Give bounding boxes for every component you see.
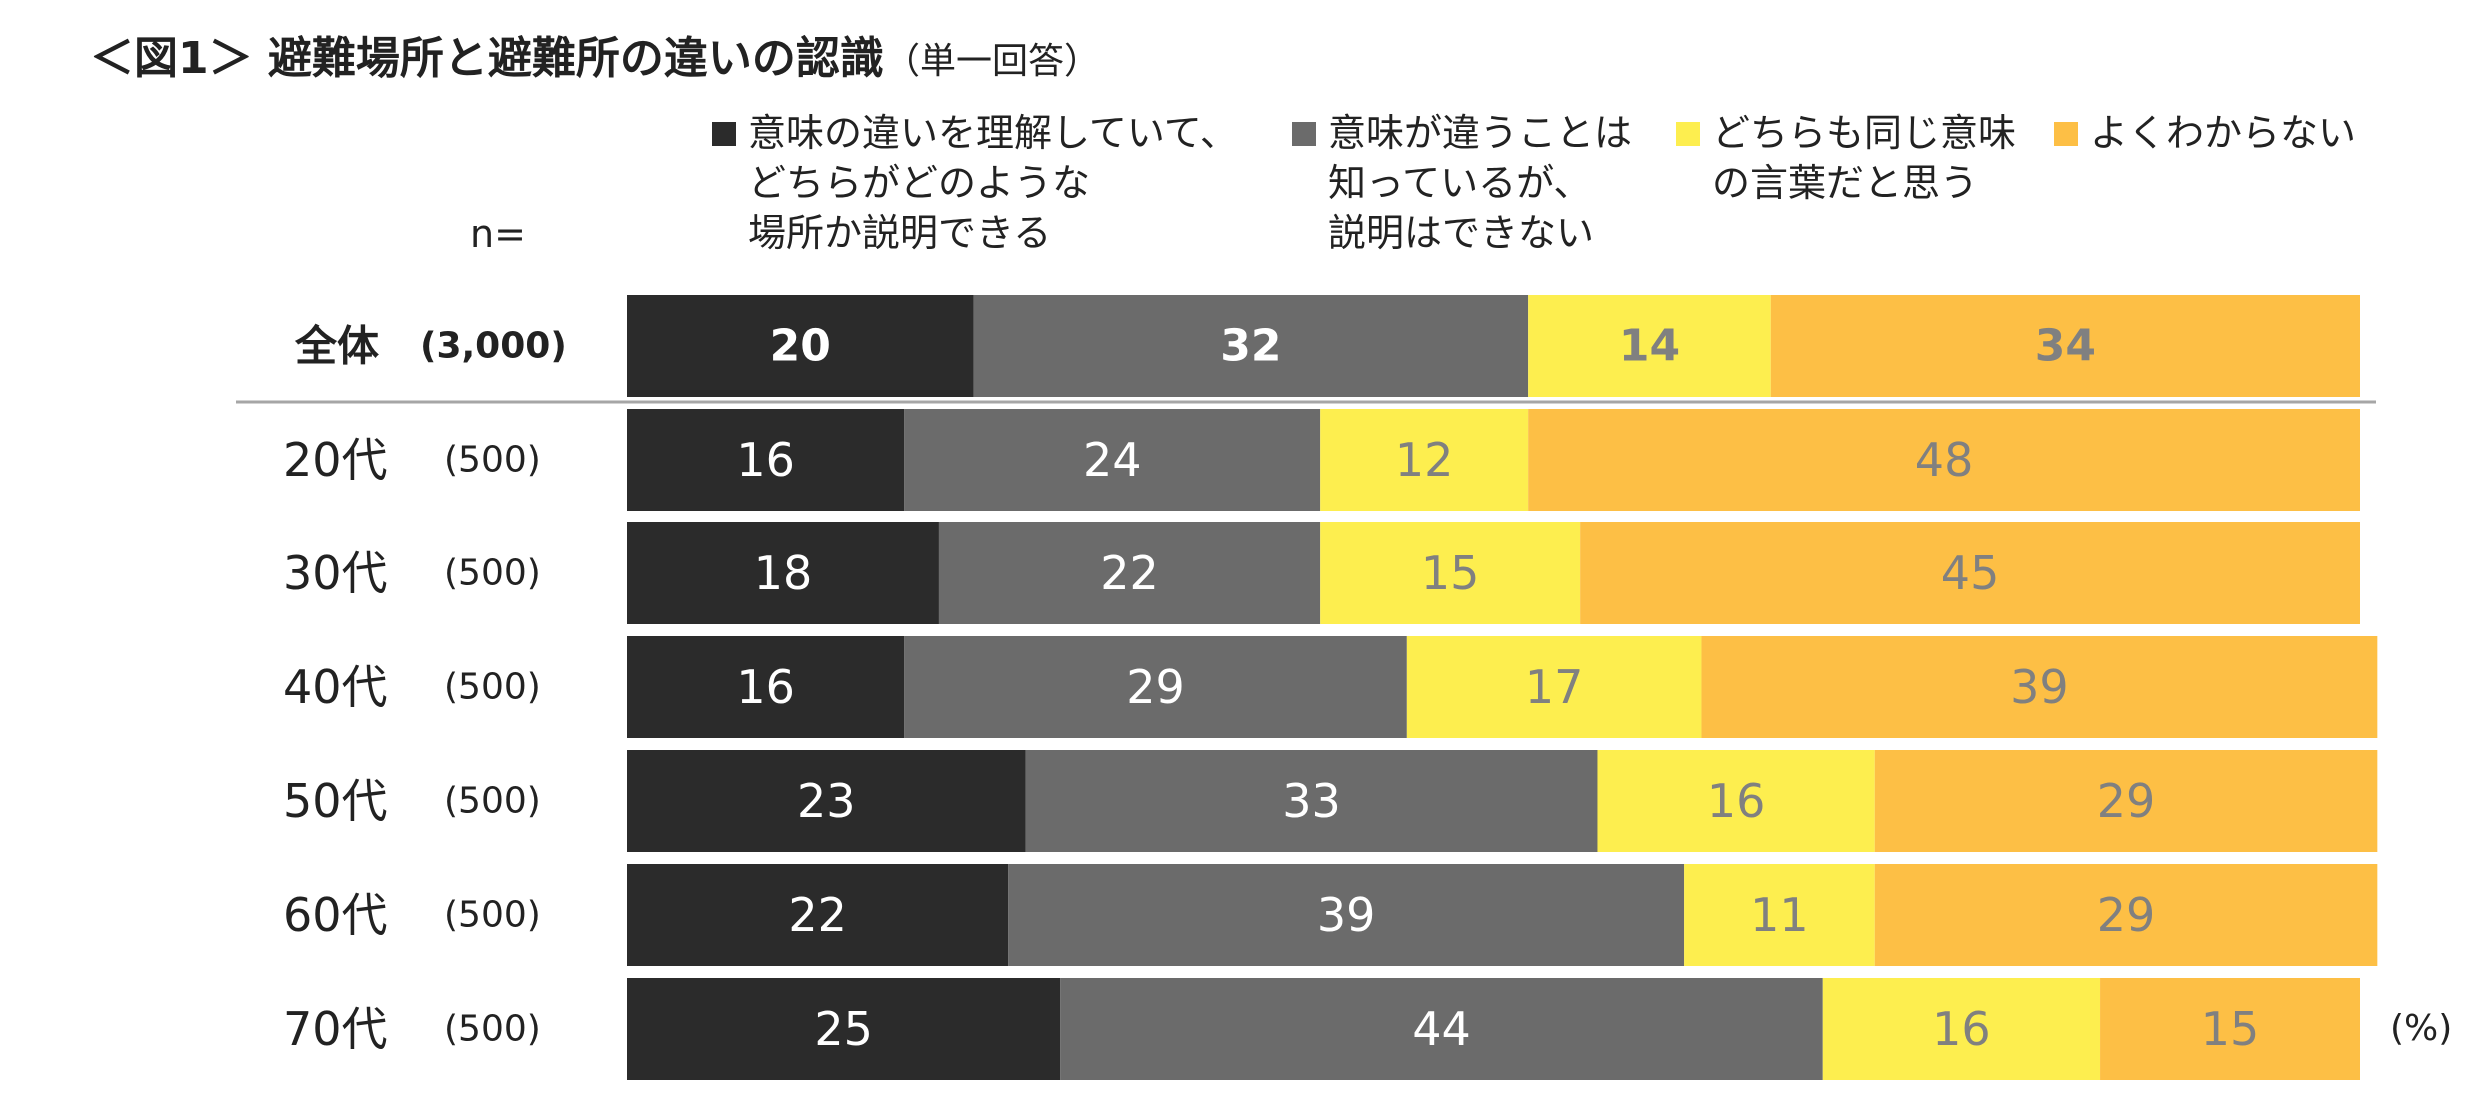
bar-segment-40代-series-3 [1406,636,1702,738]
bar-segment-40代-series-4 [1701,636,2378,738]
data-label-40代-series-3: 17 [1525,660,1584,714]
legend-item-2: 意味が違うことは 知っているが、 説明はできない [1292,108,1632,258]
legend-label-4-line-1: よくわからない [2090,111,2357,155]
bar-segment-70代-series-1 [627,978,1061,1080]
bar-segment-20代-series-1 [627,409,905,511]
legend-item-4: よくわからない [2054,108,2356,158]
data-label-30代-series-1: 18 [754,546,813,600]
chart-title-note: （単一回答） [883,41,1100,82]
legend-label-1-line-3: 場所か説明できる [748,211,1052,255]
category-label-20代: 20代 [283,433,388,487]
data-label-20代-series-3: 12 [1395,433,1454,487]
bar-segment-70代-series-4 [2100,978,2360,1080]
bar-segment-60代-series-1 [627,864,1009,966]
legend-label-2-line-3: 説明はできない [1328,211,1595,255]
bar-segment-70代-series-3 [1822,978,2101,1080]
category-label-50代: 50代 [283,774,388,828]
data-label-30代-series-3: 15 [1421,546,1480,600]
data-label-20代-series-1: 16 [736,433,795,487]
data-label-70代-series-4: 15 [2201,1002,2260,1056]
bar-segment-70代-series-2 [1060,978,1823,1080]
category-label-60代: 60代 [283,888,388,942]
data-label-40代-series-2: 29 [1126,660,1185,714]
bar-segment-40代-series-1 [627,636,905,738]
data-label-60代-series-2: 39 [1317,888,1376,942]
sample-size-70代: (500) [444,1009,541,1050]
category-label-40代: 40代 [283,660,388,714]
bar-segment-全体-series-2 [973,295,1529,397]
legend-label-1-line-1: 意味の違いを理解していて、 [748,111,1238,155]
legend-label-1-line-2: どちらがどのような [748,161,1091,205]
data-label-60代-series-1: 22 [788,888,847,942]
bar-segment-20代-series-2 [904,409,1321,511]
data-label-60代-series-3: 11 [1750,888,1809,942]
legend-item-1: 意味の違いを理解していて、 どちらがどのような 場所か説明できる [712,108,1238,258]
data-label-50代-series-4: 29 [2097,774,2156,828]
legend-swatch-1 [712,122,736,146]
legend-label-3: どちらも同じ意味 の言葉だと思う [1712,108,2016,208]
bar-segment-全体-series-1 [627,295,974,397]
bar-segment-60代-series-2 [1008,864,1685,966]
data-label-20代-series-2: 24 [1083,433,1142,487]
bar-segment-60代-series-3 [1684,864,1875,966]
chart-title-main: ＜図1＞ 避難場所と避難所の違いの認識 [90,33,884,84]
legend-item-3: どちらも同じ意味 の言葉だと思う [1676,108,2016,208]
legend-swatch-3 [1676,122,1700,146]
data-label-全体-series-2: 32 [1220,321,1281,372]
data-label-40代-series-1: 16 [736,660,795,714]
chart-title: ＜図1＞ 避難場所と避難所の違いの認識（単一回答） [90,22,1100,86]
legend-label-2-line-2: 知っているが、 [1328,161,1592,205]
bar-segment-全体-series-4 [1770,295,2360,397]
legend-label-2: 意味が違うことは 知っているが、 説明はできない [1328,108,1632,258]
legend-swatch-2 [1292,122,1316,146]
bar-segment-50代-series-3 [1597,750,1875,852]
data-label-全体-series-4: 34 [2035,321,2096,372]
data-label-50代-series-2: 33 [1282,774,1341,828]
legend-label-2-line-1: 意味が違うことは [1328,111,1633,155]
bar-segment-30代-series-4 [1580,522,2360,624]
legend-label-4: よくわからない [2090,108,2356,158]
legend-label-1: 意味の違いを理解していて、 どちらがどのような 場所か説明できる [748,108,1238,258]
data-label-70代-series-3: 16 [1932,1002,1991,1056]
unit-label: (%) [2390,1008,2453,1049]
bar-segment-全体-series-3 [1528,295,1771,397]
data-label-50代-series-3: 16 [1707,774,1766,828]
data-label-70代-series-2: 44 [1412,1002,1471,1056]
legend-label-3-line-1: どちらも同じ意味 [1712,111,2017,155]
bar-segment-20代-series-3 [1320,409,1529,511]
legend-label-3-line-2: の言葉だと思う [1712,161,1979,205]
category-label-30代: 30代 [283,546,388,600]
bar-segment-30代-series-1 [627,522,939,624]
bar-segment-50代-series-4 [1874,750,2378,852]
sample-size-20代: (500) [444,440,541,481]
data-label-20代-series-4: 48 [1915,433,1974,487]
data-label-70代-series-1: 25 [814,1002,873,1056]
data-label-30代-series-4: 45 [1941,546,2000,600]
bar-segment-60代-series-4 [1874,864,2378,966]
bar-segment-50代-series-2 [1025,750,1598,852]
data-label-全体-series-1: 20 [770,321,831,372]
sample-size-header: n= [470,212,526,256]
bar-segment-30代-series-2 [938,522,1321,624]
sample-size-50代: (500) [444,781,541,822]
sample-size-60代: (500) [444,895,541,936]
bar-segment-50代-series-1 [627,750,1026,852]
data-label-40代-series-4: 39 [2010,660,2069,714]
data-label-60代-series-4: 29 [2097,888,2156,942]
bar-segment-20代-series-4 [1528,409,2360,511]
data-label-50代-series-1: 23 [797,774,856,828]
sample-size-40代: (500) [444,667,541,708]
data-label-30代-series-2: 22 [1100,546,1159,600]
category-label-70代: 70代 [283,1002,388,1056]
bar-segment-40代-series-2 [904,636,1407,738]
category-label-全体: 全体 [294,322,379,371]
bar-segment-30代-series-3 [1320,522,1581,624]
sample-size-30代: (500) [444,553,541,594]
sample-size-全体: (3,000) [420,326,567,367]
legend-swatch-4 [2054,122,2078,146]
data-label-全体-series-3: 14 [1619,321,1680,372]
